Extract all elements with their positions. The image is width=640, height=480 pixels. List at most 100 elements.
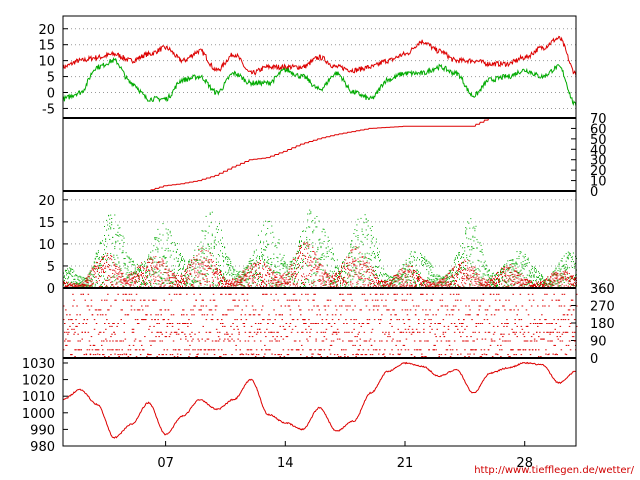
wind-speed-point [360,263,362,265]
wind-speed-point [135,280,137,282]
wind-speed-point [120,276,122,278]
wind-speed-point [103,281,104,283]
wind-speed-point [342,267,344,269]
wind-speed-point [484,285,486,287]
wind-speed-point [399,272,401,274]
wind-speed-point [468,222,470,224]
wind-speed-point [447,284,449,286]
wind-speed-point [502,276,504,278]
wind-speed-point [385,279,387,281]
wind-speed-point [351,256,353,258]
wind-speed-point [247,270,249,271]
wind-speed-point [222,285,223,287]
wind-speed-point [327,256,329,257]
wind-speed-point [292,259,294,260]
wind-speed-point [352,260,354,262]
wind-speed-point [430,285,432,286]
wind-speed-point [74,283,76,285]
wind-speed-point [480,244,482,246]
wind-speed-point [395,277,397,278]
wind-speed-point [349,275,351,277]
wind-speed-point [396,277,398,279]
wind-speed-point [561,279,563,281]
wind-speed-point [130,274,132,276]
wind-speed-point [128,256,130,258]
wind-speed-point [347,267,349,269]
wind-speed-point [335,266,337,268]
wind-speed-point [341,275,342,277]
wind-speed-point [426,269,428,271]
wind-speed-point [444,285,446,287]
wind-speed-point [437,278,439,280]
wind-speed-point [206,270,208,271]
wind-speed-point [161,277,163,279]
wind-speed-point [563,255,565,257]
wind-speed-point [471,277,473,279]
wind-speed-point [137,273,139,275]
wind-speed-point [361,256,363,258]
wind-speed-point [246,265,248,267]
wind-speed-point [132,277,134,278]
wind-speed-point [245,278,247,280]
wind-speed-point [399,285,401,287]
wind-speed-point [147,275,149,277]
wind-speed-point [131,278,133,280]
wind-speed-point [251,267,253,269]
wind-speed-point [464,250,466,252]
wind-speed-point [367,220,369,222]
wind-speed-point [171,269,173,271]
y-tick-label: 40 [590,143,607,158]
wind-speed-point [170,254,172,256]
wind-speed-point [508,269,510,271]
wind-speed-point [295,273,297,275]
wind-speed-point [450,275,452,276]
wind-speed-point [161,280,163,282]
wind-speed-point [331,257,333,259]
wind-speed-point [542,284,544,286]
wind-speed-point [399,282,401,283]
wind-speed-point [462,247,464,249]
wind-speed-point [320,279,322,281]
wind-speed-point [134,273,136,275]
wind-speed-point [153,273,155,275]
wind-speed-point [233,271,235,273]
wind-speed-point [309,284,311,286]
wind-speed-point [377,275,378,277]
wind-speed-point [102,259,103,260]
wind-speed-point [336,267,338,269]
wind-speed-point [537,284,538,286]
wind-speed-point [133,275,135,277]
wind-speed-point [260,242,261,244]
wind-speed-point [185,285,187,287]
wind-speed-point [103,269,104,271]
wind-speed-point [88,276,90,278]
wind-speed-point [504,281,506,283]
wind-speed-point [358,276,360,278]
wind-speed-point [497,284,498,286]
wind-speed-point [420,283,421,285]
wind-speed-point [366,271,368,273]
wind-speed-point [404,276,406,278]
wind-speed-point [344,262,346,264]
wind-speed-point [177,281,179,283]
wind-speed-point [486,271,488,273]
wind-speed-point [353,246,355,248]
wind-speed-point [554,279,556,281]
wind-speed-point [480,284,482,286]
wind-speed-point [442,281,444,283]
wind-speed-point [309,244,311,246]
wind-speed-point [368,262,370,264]
wind-speed-point [401,276,403,278]
wind-speed-point [301,240,302,242]
wind-speed-point [482,285,484,287]
wind-speed-point [136,281,138,283]
wind-speed-point [338,280,339,282]
wind-speed-point [89,285,91,287]
wind-speed-point [323,255,325,257]
wind-speed-point [412,278,414,280]
wind-speed-point [395,281,397,283]
wind-speed-point [517,282,519,284]
wind-speed-point [310,251,312,252]
wind-speed-point [154,272,156,274]
wind-speed-point [144,281,146,283]
